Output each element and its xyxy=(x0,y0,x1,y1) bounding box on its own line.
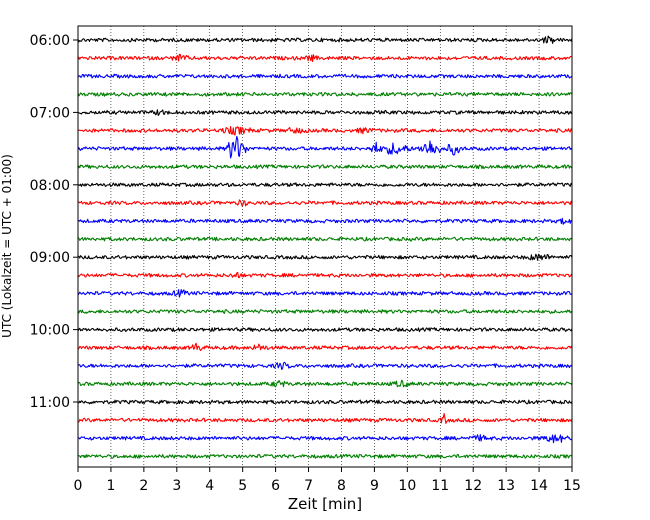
x-axis-ticks: 0 1 2 3 4 5 6 7 8 9 10 11 12 13 14 15 xyxy=(74,467,581,494)
x-tick-label: 13 xyxy=(497,478,515,494)
x-tick-label: 5 xyxy=(238,478,247,494)
trace-line xyxy=(77,399,573,405)
trace-line xyxy=(77,309,573,314)
y-tick-label: 08:00 xyxy=(30,178,70,194)
y-tick-label: 10:00 xyxy=(30,323,70,339)
trace-line xyxy=(77,199,573,207)
trace-line xyxy=(77,53,572,63)
x-tick-label: 14 xyxy=(530,478,548,494)
trace-line xyxy=(77,217,573,225)
trace-line xyxy=(77,327,573,333)
x-tick-label: 8 xyxy=(337,478,346,494)
x-tick-label: 7 xyxy=(304,478,313,494)
trace-line xyxy=(77,126,573,136)
x-tick-label: 15 xyxy=(563,478,581,494)
y-axis-ticks: 06:00 07:00 08:00 09:00 10:00 11:00 xyxy=(30,33,78,411)
x-tick-label: 3 xyxy=(172,478,181,494)
x-tick-label: 10 xyxy=(398,478,416,494)
trace-line xyxy=(77,361,573,371)
x-axis-label: Zeit [min] xyxy=(288,495,362,513)
plot-frame xyxy=(77,25,573,468)
trace-line xyxy=(77,164,573,170)
trace-line xyxy=(77,73,573,79)
y-tick-label: 11:00 xyxy=(30,395,70,411)
trace-line xyxy=(77,91,573,97)
trace-line xyxy=(77,35,573,44)
y-tick-label: 09:00 xyxy=(30,250,70,266)
trace-line xyxy=(77,109,573,117)
trace-lines xyxy=(77,35,573,459)
trace-line xyxy=(77,253,573,261)
trace-line xyxy=(77,271,573,279)
x-tick-label: 12 xyxy=(464,478,482,494)
trace-line xyxy=(77,236,573,242)
trace-line xyxy=(78,413,573,424)
y-tick-label: 06:00 xyxy=(30,33,70,49)
x-tick-label: 9 xyxy=(370,478,379,494)
x-tick-label: 1 xyxy=(106,478,115,494)
x-tick-label: 11 xyxy=(431,478,449,494)
trace-line xyxy=(77,289,573,298)
trace-line xyxy=(77,342,573,352)
trace-line xyxy=(77,379,573,388)
x-tick-label: 6 xyxy=(271,478,280,494)
y-axis-label: UTC (Lokalzeit = UTC + 01:00) xyxy=(0,154,14,338)
x-tick-label: 4 xyxy=(205,478,214,494)
trace-line xyxy=(77,434,573,444)
y-tick-label: 07:00 xyxy=(30,105,70,121)
trace-line xyxy=(77,135,573,159)
x-tick-label: 0 xyxy=(74,478,83,494)
trace-line xyxy=(77,453,573,459)
x-tick-label: 2 xyxy=(139,478,148,494)
trace-line xyxy=(77,182,573,188)
